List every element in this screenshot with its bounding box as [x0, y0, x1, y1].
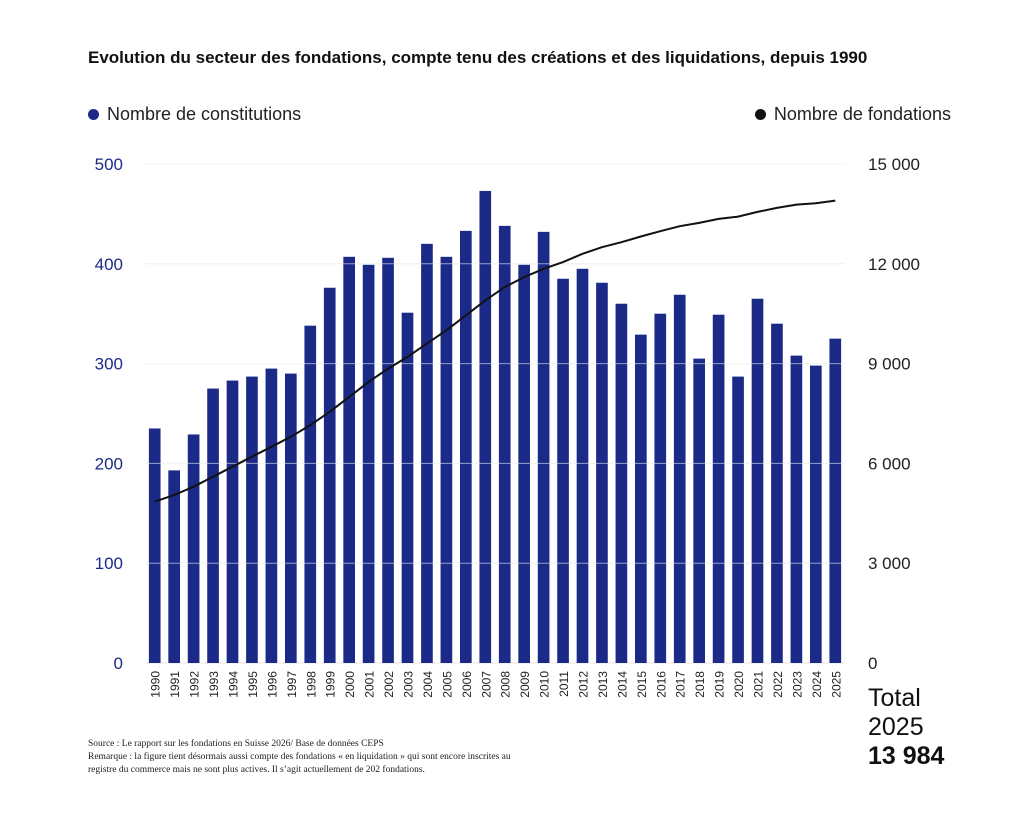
bar-2007	[479, 190, 492, 664]
x-axis-tick-label: 1995	[246, 671, 260, 698]
x-axis-tick-label: 2020	[732, 671, 746, 698]
x-axis-tick-label: 2001	[363, 671, 377, 698]
bar-2019	[712, 314, 725, 663]
bar-1993	[207, 388, 219, 663]
chart-title: Evolution du secteur des fondations, com…	[88, 48, 868, 67]
bar-1991	[168, 470, 180, 663]
bar-2023	[790, 355, 803, 663]
left-axis-tick-label: 200	[95, 454, 123, 473]
x-axis-tick-label: 1990	[149, 671, 163, 698]
x-axis-tick-label: 1997	[285, 671, 299, 698]
bar-2000	[343, 256, 355, 663]
x-axis-tick-label: 1996	[265, 671, 279, 698]
bar-2016	[654, 313, 667, 663]
bar-1998	[304, 325, 317, 663]
legend-bars: Nombre de constitutions	[88, 104, 301, 125]
x-axis-tick-label: 1993	[207, 671, 221, 698]
bar-2018	[693, 358, 705, 663]
bar-2011	[557, 278, 569, 663]
x-axis-tick-label: 2008	[499, 671, 513, 698]
bar-2017	[673, 294, 686, 663]
bar-1994	[226, 380, 239, 663]
bar-2015	[635, 334, 647, 663]
x-axis-tick-label: 2006	[460, 671, 474, 698]
combo-chart: 0 100 200 300 400 500 0 3 000 6 000 9 000 12 000 15…	[95, 155, 920, 698]
left-axis-tick-label: 300	[95, 355, 123, 374]
bar-2022	[771, 323, 783, 663]
bar-1990	[148, 428, 161, 663]
bar-1992	[187, 434, 200, 663]
x-axis-tick-label: 2005	[440, 671, 454, 698]
right-axis-tick-label: 3 000	[868, 554, 911, 573]
x-axis-tick-label: 1994	[227, 671, 241, 698]
x-axis-tick-label: 2013	[596, 671, 610, 698]
bar-2005	[440, 256, 453, 663]
source-note: Source : Le rapport sur les fondations e…	[88, 739, 384, 749]
right-axis-tick-label: 0	[868, 654, 877, 673]
x-axis-tick-label: 2014	[615, 671, 629, 698]
bar-2014	[615, 303, 628, 663]
total-value: 13 984	[868, 742, 945, 770]
bar-1997	[285, 373, 297, 663]
x-axis-tick-label: 2003	[402, 671, 416, 698]
left-axis-tick-label: 0	[114, 654, 123, 673]
x-axis-tick-label: 2017	[674, 671, 688, 698]
total-box: Total 2025 13 984	[868, 684, 944, 771]
bar-2006	[460, 230, 472, 663]
legend-bars-marker	[88, 109, 99, 120]
left-axis-tick-label: 100	[95, 554, 123, 573]
x-axis-tick-label: 2016	[654, 671, 668, 698]
x-axis-tick-label: 2024	[810, 671, 824, 698]
x-axis-tick-label: 2023	[790, 671, 804, 698]
legend-line: Nombre de fondations	[754, 104, 951, 125]
bar-2024	[810, 365, 822, 663]
footnotes: Source : Le rapport sur les fondations e…	[88, 738, 511, 777]
bar-1999	[323, 287, 336, 663]
x-axis-tick-label: 1992	[188, 671, 202, 698]
total-year: 2025	[868, 713, 924, 741]
line-nombre-de-fondations	[154, 199, 836, 503]
legend-line-marker	[754, 109, 766, 120]
bar-2020	[732, 376, 744, 663]
x-axis-tick-label: 2010	[538, 671, 552, 698]
x-axis-tick-label: 2004	[421, 671, 435, 698]
right-axis-tick-label: 12 000	[868, 255, 920, 274]
x-axis-tick-label: 2025	[829, 671, 843, 698]
x-axis-tick-label: 2022	[771, 671, 785, 698]
bar-2008	[498, 225, 511, 663]
x-axis-tick-label: 2021	[752, 671, 766, 698]
x-axis-tick-label: 2009	[518, 671, 532, 698]
x-axis-tick-label: 2019	[713, 671, 727, 698]
bar-2010	[537, 231, 550, 663]
legend-line-label: Nombre de fondations	[773, 104, 951, 124]
bar-2021	[751, 298, 764, 663]
x-axis-tick-label: 2012	[577, 671, 591, 698]
bar-2025	[829, 338, 842, 663]
x-axis-tick-label: 2011	[557, 671, 571, 697]
bar-2002	[382, 257, 394, 663]
x-axis-tick-label: 2000	[343, 671, 357, 698]
x-axis-tick-label: 2007	[479, 671, 493, 698]
bar-1995	[246, 376, 258, 663]
right-axis-tick-label: 15 000	[868, 155, 920, 174]
x-axis-tick-label: 2018	[693, 671, 707, 698]
total-label: Total	[868, 684, 921, 712]
bar-1996	[265, 368, 278, 663]
bar-2013	[596, 282, 608, 663]
remark-note-line1: Remarque : la figure tient désormais aus…	[88, 752, 511, 762]
left-axis-tick-label: 500	[95, 155, 123, 174]
bar-2003	[401, 312, 414, 663]
legend-bars-label: Nombre de constitutions	[107, 104, 302, 124]
bar-2012	[576, 268, 589, 663]
x-axis-tick-label: 1999	[324, 671, 338, 698]
x-axis-tick-label: 1998	[304, 671, 318, 698]
x-axis-tick-label: 1991	[168, 671, 182, 698]
right-axis-tick-label: 6 000	[868, 454, 911, 473]
left-axis-tick-label: 400	[95, 255, 123, 274]
x-axis-tick-label: 2015	[635, 671, 649, 698]
remark-note-line2: registre du commerce mais ne sont plus a…	[88, 765, 425, 775]
bar-2004	[421, 243, 433, 663]
right-axis-tick-label: 9 000	[868, 355, 911, 374]
x-axis-tick-label: 2002	[382, 671, 396, 698]
